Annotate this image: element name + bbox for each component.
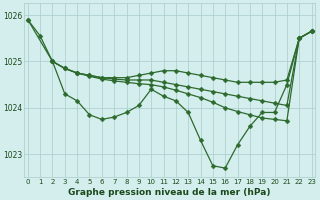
X-axis label: Graphe pression niveau de la mer (hPa): Graphe pression niveau de la mer (hPa) [68, 188, 271, 197]
